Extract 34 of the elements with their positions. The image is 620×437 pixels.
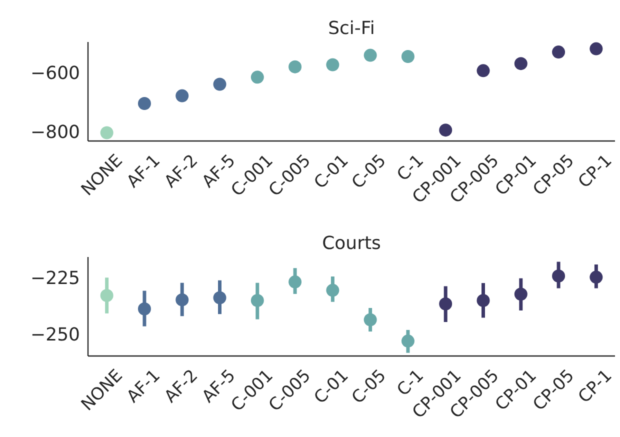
point [514,288,528,301]
point [439,124,452,137]
y-tick-label: −225 [30,268,80,289]
point [364,313,377,326]
point [176,293,189,306]
point [476,294,490,307]
point [250,294,264,307]
point [364,48,377,62]
point [590,42,603,56]
point [100,289,114,302]
point [552,46,566,59]
point [401,334,414,348]
point [138,302,151,316]
point [326,58,340,72]
point [552,270,566,283]
point [138,96,151,110]
point [514,57,528,70]
point [439,297,452,310]
point [288,275,302,288]
y-tick-label: −800 [30,122,80,144]
point [476,64,490,78]
point [176,89,189,102]
chart-title: Courts [322,233,381,254]
point [213,78,226,91]
point [401,50,414,63]
y-tick-label: −250 [30,324,80,346]
point [288,60,302,74]
point [213,291,226,304]
point [250,70,264,84]
point [100,126,114,140]
point [326,284,340,297]
chart-title: Sci-Fi [328,18,375,39]
point [590,270,603,284]
y-tick-label: −600 [30,63,80,84]
